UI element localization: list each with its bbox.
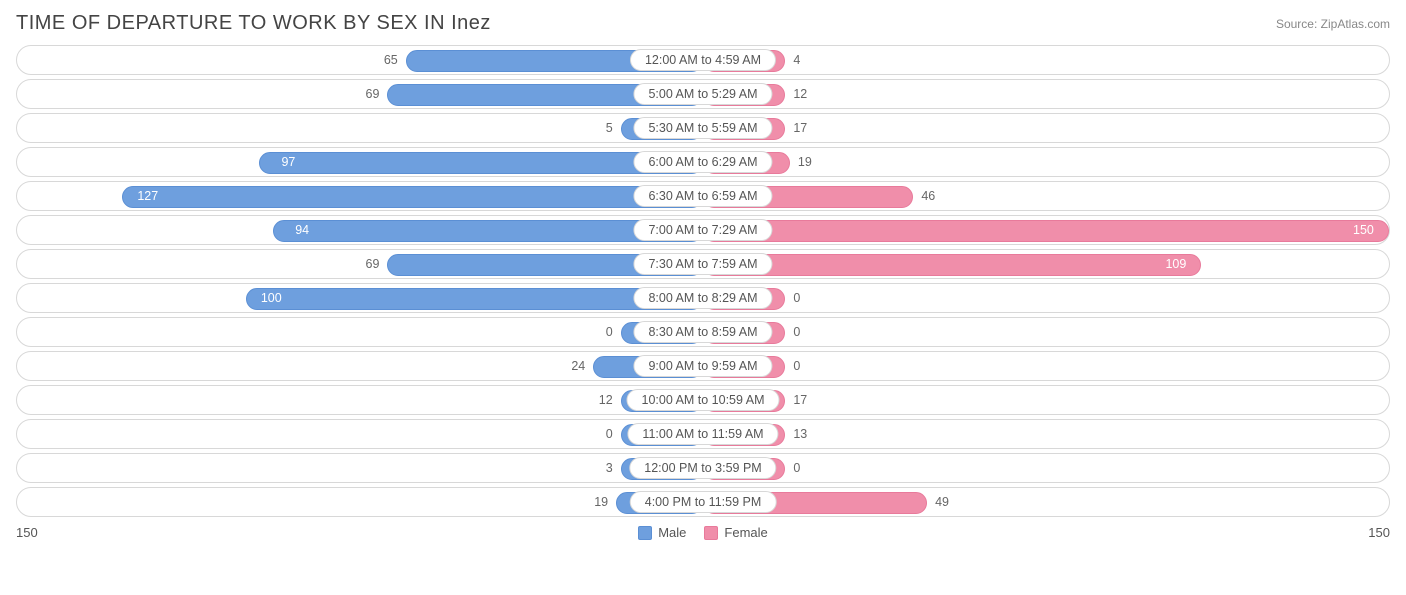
chart-row: 12 17 10:00 AM to 10:59 AM [16, 385, 1390, 415]
category-label: 12:00 AM to 4:59 AM [630, 49, 776, 71]
category-label: 9:00 AM to 9:59 AM [633, 355, 772, 377]
chart-row: 127 46 6:30 AM to 6:59 AM [16, 181, 1390, 211]
female-bar [703, 254, 1201, 276]
chart-legend: Male Female [76, 525, 1330, 540]
category-label: 7:30 AM to 7:59 AM [633, 253, 772, 275]
chart-row-inner: 65 4 12:00 AM to 4:59 AM [17, 46, 1389, 74]
male-value: 65 [384, 53, 398, 67]
chart-row: 69 109 7:30 AM to 7:59 AM [16, 249, 1390, 279]
chart-row: 69 12 5:00 AM to 5:29 AM [16, 79, 1390, 109]
legend-label: Female [724, 525, 767, 540]
chart-row: 5 17 5:30 AM to 5:59 AM [16, 113, 1390, 143]
female-bar [703, 220, 1389, 242]
axis-max-left: 150 [16, 525, 76, 540]
male-value: 0 [606, 325, 613, 339]
category-label: 5:30 AM to 5:59 AM [633, 117, 772, 139]
category-label: 11:00 AM to 11:59 AM [627, 423, 778, 445]
legend-item-female: Female [704, 525, 767, 540]
chart-row-inner: 97 19 6:00 AM to 6:29 AM [17, 148, 1389, 176]
legend-label: Male [658, 525, 686, 540]
chart-row-inner: 19 49 4:00 PM to 11:59 PM [17, 488, 1389, 516]
female-value: 19 [798, 155, 812, 169]
male-value: 97 [281, 155, 295, 169]
male-value: 69 [366, 257, 380, 271]
diverging-bar-chart: 65 4 12:00 AM to 4:59 AM 69 12 5:00 AM to 5:2… [16, 45, 1390, 517]
male-value: 100 [261, 291, 282, 305]
category-label: 7:00 AM to 7:29 AM [633, 219, 772, 241]
chart-row: 0 0 8:30 AM to 8:59 AM [16, 317, 1390, 347]
chart-footer: 150 Male Female 150 [16, 525, 1390, 540]
male-value: 19 [594, 495, 608, 509]
chart-row-inner: 94 150 7:00 AM to 7:29 AM [17, 216, 1389, 244]
male-value: 24 [571, 359, 585, 373]
chart-row-inner: 0 13 11:00 AM to 11:59 AM [17, 420, 1389, 448]
chart-title: TIME OF DEPARTURE TO WORK BY SEX IN Inez [16, 12, 491, 35]
category-label: 5:00 AM to 5:29 AM [633, 83, 772, 105]
category-label: 6:00 AM to 6:29 AM [633, 151, 772, 173]
chart-row: 19 49 4:00 PM to 11:59 PM [16, 487, 1390, 517]
female-value: 12 [793, 87, 807, 101]
female-value: 46 [921, 189, 935, 203]
chart-row-inner: 12 17 10:00 AM to 10:59 AM [17, 386, 1389, 414]
chart-row: 0 13 11:00 AM to 11:59 AM [16, 419, 1390, 449]
male-value: 69 [366, 87, 380, 101]
female-value: 49 [935, 495, 949, 509]
female-value: 13 [793, 427, 807, 441]
male-value: 3 [606, 461, 613, 475]
category-label: 8:30 AM to 8:59 AM [633, 321, 772, 343]
female-value: 0 [793, 461, 800, 475]
category-label: 10:00 AM to 10:59 AM [627, 389, 780, 411]
chart-row-inner: 3 0 12:00 PM to 3:59 PM [17, 454, 1389, 482]
female-value: 0 [793, 291, 800, 305]
male-value: 5 [606, 121, 613, 135]
chart-row: 24 0 9:00 AM to 9:59 AM [16, 351, 1390, 381]
category-label: 8:00 AM to 8:29 AM [633, 287, 772, 309]
chart-row: 65 4 12:00 AM to 4:59 AM [16, 45, 1390, 75]
chart-row: 3 0 12:00 PM to 3:59 PM [16, 453, 1390, 483]
category-label: 4:00 PM to 11:59 PM [630, 491, 777, 513]
male-swatch [638, 526, 652, 540]
female-value: 0 [793, 325, 800, 339]
chart-row-inner: 0 0 8:30 AM to 8:59 AM [17, 318, 1389, 346]
category-label: 12:00 PM to 3:59 PM [629, 457, 776, 479]
male-value: 127 [137, 189, 158, 203]
chart-row-inner: 5 17 5:30 AM to 5:59 AM [17, 114, 1389, 142]
legend-item-male: Male [638, 525, 686, 540]
female-value: 17 [793, 121, 807, 135]
chart-row-inner: 100 0 8:00 AM to 8:29 AM [17, 284, 1389, 312]
female-value: 0 [793, 359, 800, 373]
chart-source: Source: ZipAtlas.com [1276, 17, 1390, 31]
female-value: 4 [793, 53, 800, 67]
chart-header: TIME OF DEPARTURE TO WORK BY SEX IN Inez… [16, 12, 1390, 35]
male-value: 12 [599, 393, 613, 407]
female-swatch [704, 526, 718, 540]
female-value: 109 [1165, 257, 1186, 271]
chart-row-inner: 69 109 7:30 AM to 7:59 AM [17, 250, 1389, 278]
chart-row-inner: 127 46 6:30 AM to 6:59 AM [17, 182, 1389, 210]
category-label: 6:30 AM to 6:59 AM [633, 185, 772, 207]
male-value: 0 [606, 427, 613, 441]
male-value: 94 [295, 223, 309, 237]
chart-row-inner: 24 0 9:00 AM to 9:59 AM [17, 352, 1389, 380]
male-bar [122, 186, 703, 208]
chart-row: 100 0 8:00 AM to 8:29 AM [16, 283, 1390, 313]
female-value: 17 [793, 393, 807, 407]
chart-row-inner: 69 12 5:00 AM to 5:29 AM [17, 80, 1389, 108]
axis-max-right: 150 [1330, 525, 1390, 540]
chart-row: 97 19 6:00 AM to 6:29 AM [16, 147, 1390, 177]
female-value: 150 [1353, 223, 1374, 237]
chart-row: 94 150 7:00 AM to 7:29 AM [16, 215, 1390, 245]
